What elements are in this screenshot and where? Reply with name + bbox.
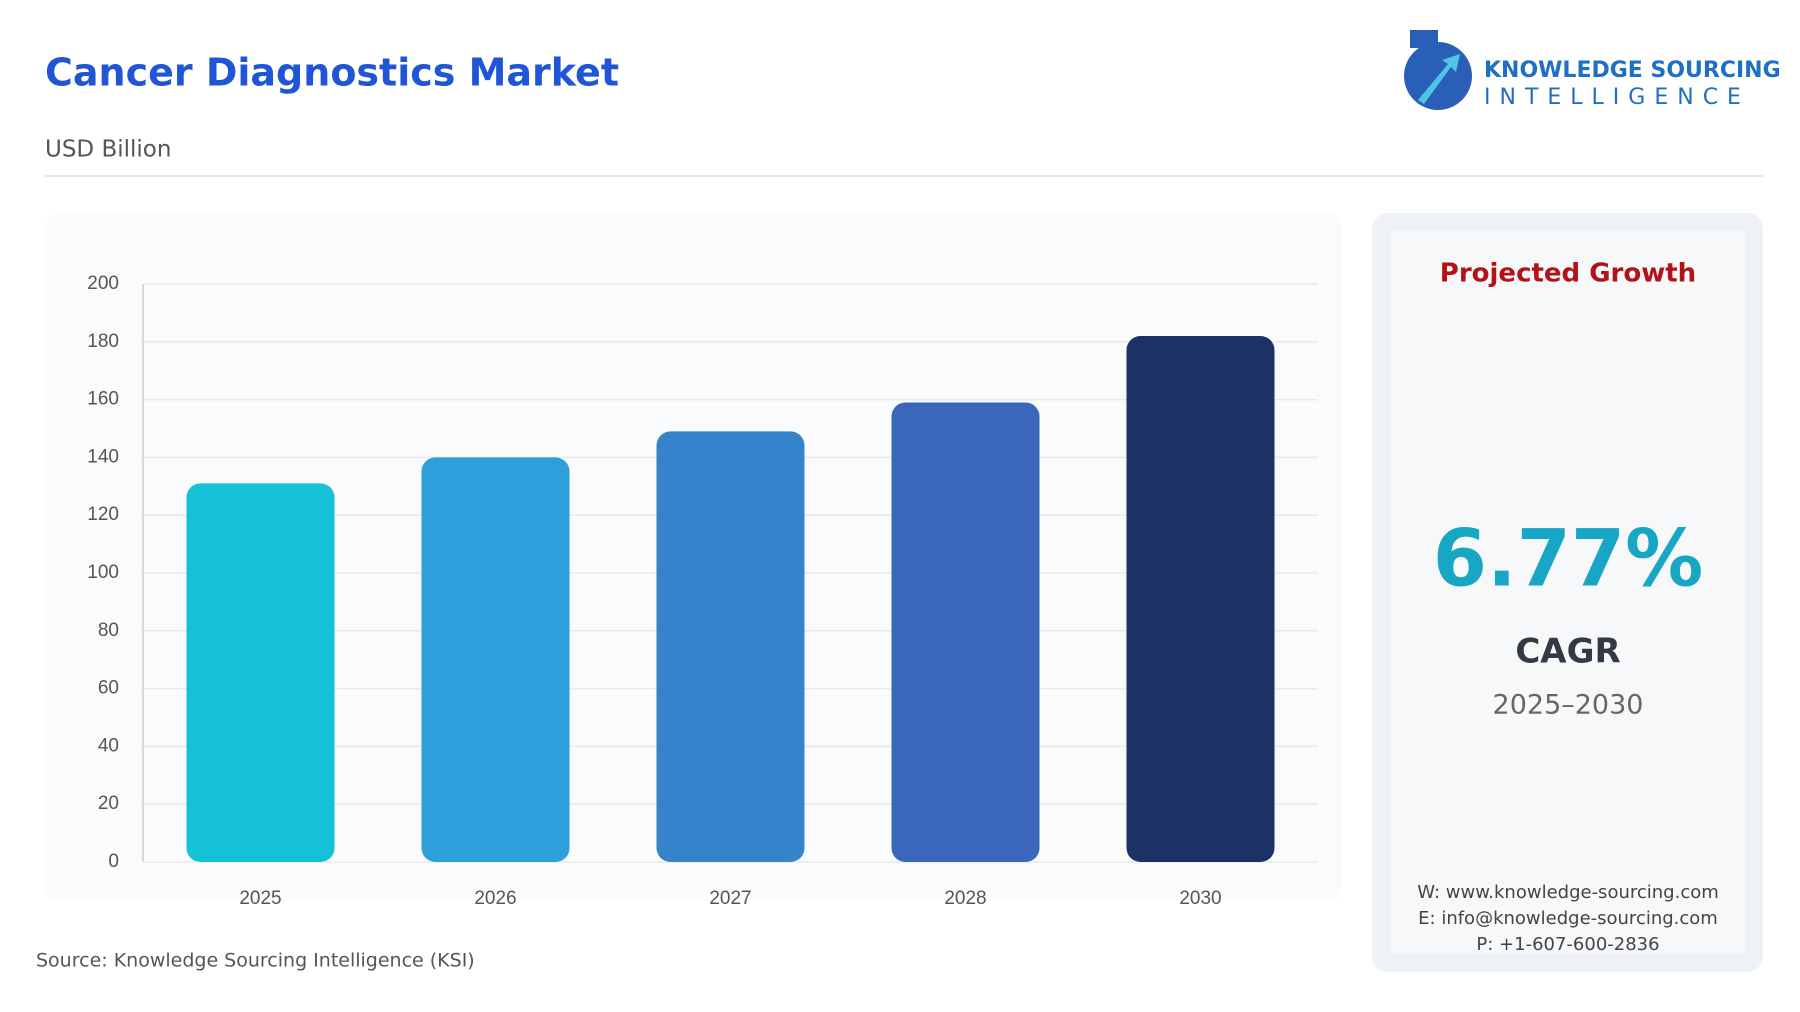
contact-email: E: info@knowledge-sourcing.com [1418, 908, 1718, 929]
logo-arrow [1418, 54, 1460, 104]
chart-subtitle: USD Billion [45, 137, 171, 163]
cagr-period: 2025–2030 [1493, 690, 1644, 721]
x-tick-label: 2025 [239, 888, 281, 909]
growth-panel-inner [1390, 231, 1745, 954]
logo-line2: INTELLIGENCE [1484, 85, 1750, 110]
y-tick-label: 0 [108, 851, 119, 872]
y-tick-label: 140 [87, 446, 119, 467]
x-tick-label: 2027 [709, 888, 751, 909]
contact-phone: P: +1-607-600-2836 [1476, 934, 1659, 955]
y-tick-label: 200 [87, 273, 119, 294]
y-tick-label: 60 [98, 678, 119, 699]
y-tick-label: 180 [87, 331, 119, 352]
y-tick-label: 160 [87, 389, 119, 410]
source-note: Source: Knowledge Sourcing Intelligence … [36, 950, 475, 972]
cagr-label: CAGR [1515, 632, 1620, 672]
y-tick-label: 20 [98, 793, 119, 814]
y-tick-label: 120 [87, 504, 119, 525]
y-tick-label: 80 [98, 620, 119, 641]
contact-website: W: www.knowledge-sourcing.com [1417, 882, 1719, 903]
logo-blocks [1410, 30, 1438, 48]
x-tick-label: 2028 [944, 888, 986, 909]
chart-title: Cancer Diagnostics Market [45, 51, 619, 95]
cagr-rate: 6.77% [1433, 514, 1704, 604]
logo: KNOWLEDGE SOURCING INTELLIGENCE [1404, 30, 1781, 110]
bar [891, 402, 1040, 862]
bar [1126, 336, 1275, 862]
y-tick-label: 40 [98, 735, 119, 756]
logo-line1: KNOWLEDGE SOURCING [1484, 58, 1781, 83]
y-tick-label: 100 [87, 562, 119, 583]
x-tick-label: 2030 [1179, 888, 1221, 909]
x-tick-label: 2026 [474, 888, 516, 909]
bar [421, 457, 570, 862]
panel-heading: Projected Growth [1440, 259, 1696, 289]
bar [186, 483, 335, 862]
bar [656, 431, 805, 862]
